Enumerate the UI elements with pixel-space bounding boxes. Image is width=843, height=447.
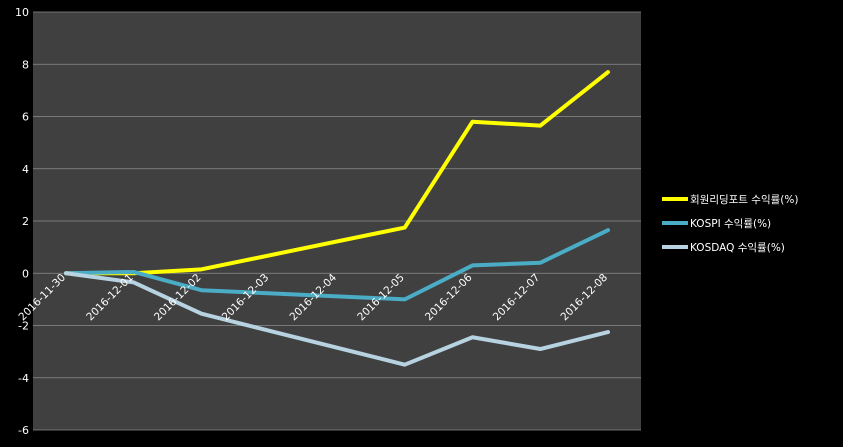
series-line-2 bbox=[64, 271, 610, 367]
grid-lines bbox=[33, 11, 641, 431]
y-tick-label: -6 bbox=[18, 424, 29, 437]
y-tick-label: -2 bbox=[18, 320, 29, 333]
series-line-1 bbox=[64, 228, 610, 302]
series-lines bbox=[64, 70, 610, 367]
legend-label: 회원리딩포트 수익률(%) bbox=[690, 194, 798, 206]
legend: 회원리딩포트 수익률(%) KOSPI 수익률(%) KOSDAQ 수익률(%) bbox=[662, 194, 798, 254]
y-tick-label: -4 bbox=[18, 372, 29, 385]
legend-label: KOSDAQ 수익률(%) bbox=[690, 242, 785, 254]
legend-label: KOSPI 수익률(%) bbox=[690, 218, 771, 230]
y-axis-ticks: 10 8 6 4 2 0 -2 -4 -6 bbox=[15, 6, 29, 437]
y-tick-label: 6 bbox=[22, 111, 29, 124]
y-tick-label: 0 bbox=[22, 267, 29, 280]
y-tick-label: 8 bbox=[22, 58, 29, 71]
y-tick-label: 10 bbox=[15, 6, 29, 19]
y-tick-label: 2 bbox=[22, 215, 29, 228]
y-tick-label: 4 bbox=[22, 163, 29, 176]
